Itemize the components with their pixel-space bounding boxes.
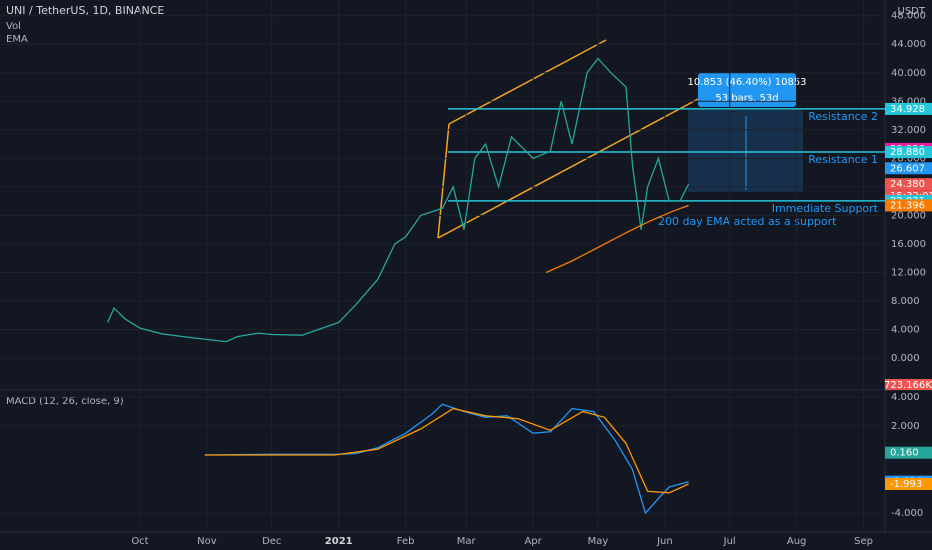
- level-label: Resistance 2: [808, 110, 878, 123]
- series-line: [204, 407, 689, 494]
- channel-edge: [437, 123, 450, 239]
- price-tag: [885, 162, 932, 175]
- y-tick-label: 20.000: [891, 210, 926, 221]
- x-tick-label: Apr: [524, 536, 542, 547]
- price-tag: [885, 446, 932, 459]
- x-tick-label: Jul: [723, 536, 736, 547]
- level-label: Immediate Support: [772, 202, 879, 215]
- x-tick-label: Mar: [457, 536, 477, 547]
- indicator-label: EMA: [6, 34, 28, 45]
- x-tick-label: May: [588, 536, 609, 547]
- x-tick-label: 2021: [325, 536, 353, 547]
- y-tick-label: 2.000: [891, 421, 920, 432]
- measure-change: 10.853 (46.40%) 10853: [687, 77, 806, 88]
- x-tick-label: Feb: [397, 536, 415, 547]
- channel-lower: [437, 97, 701, 239]
- price-tag-label: 34.928: [890, 104, 925, 115]
- price-tag-label: 21.396: [890, 200, 925, 211]
- y-tick-label: 12.000: [891, 267, 926, 278]
- y-tick-label: 28.000: [891, 153, 926, 164]
- y-tick-label: 8.000: [891, 296, 920, 307]
- x-tick-label: Dec: [262, 536, 281, 547]
- x-tick-label: Oct: [131, 536, 148, 547]
- price-tag: [885, 199, 932, 212]
- x-tick-label: Aug: [787, 536, 807, 547]
- unit-label: USDT: [898, 6, 926, 17]
- series-line: [107, 57, 690, 343]
- price-tag: [885, 477, 932, 490]
- y-tick-label: 32.000: [891, 125, 926, 136]
- price-tag-label: 28.880: [890, 147, 925, 158]
- y-tick-label: 4.000: [891, 392, 920, 403]
- price-tag-label: -1.993: [890, 479, 922, 490]
- level-label: Resistance 1: [808, 153, 878, 166]
- measure-span: 53 bars, 53d: [715, 93, 778, 104]
- x-tick-label: Jun: [656, 536, 673, 547]
- annotation: 200 day EMA acted as a support: [658, 215, 837, 228]
- y-tick-label: 0.000: [891, 353, 920, 364]
- x-tick-label: Nov: [197, 536, 217, 547]
- price-tag: [885, 178, 932, 191]
- price-tag-label: 0.160: [890, 448, 919, 459]
- volume-tag-label: 723.166K: [884, 380, 932, 391]
- indicator-label: Vol: [6, 21, 21, 32]
- y-tick-label: 44.000: [891, 39, 926, 50]
- y-tick-label: 36.000: [891, 96, 926, 107]
- measure-label-box: [698, 73, 796, 107]
- y-tick-label: 48.000: [891, 11, 926, 22]
- price-tag-label: 24.380: [890, 179, 925, 190]
- volume-tag: [885, 379, 932, 390]
- price-tag-label: 26.607: [890, 163, 925, 174]
- y-tick-label: 40.000: [891, 68, 926, 79]
- y-tick-label: 4.000: [891, 325, 920, 336]
- channel-upper: [448, 39, 607, 125]
- price-tag: [885, 146, 932, 159]
- symbol-title: UNI / TetherUS, 1D, BINANCE: [6, 4, 164, 17]
- series-line: [545, 204, 689, 274]
- y-tick-label: 16.000: [891, 239, 926, 250]
- y-tick-label: -4.000: [891, 508, 923, 519]
- x-tick-label: Sep: [854, 536, 873, 547]
- macd-title: MACD (12, 26, close, 9): [6, 396, 124, 407]
- price-tag: [885, 102, 932, 115]
